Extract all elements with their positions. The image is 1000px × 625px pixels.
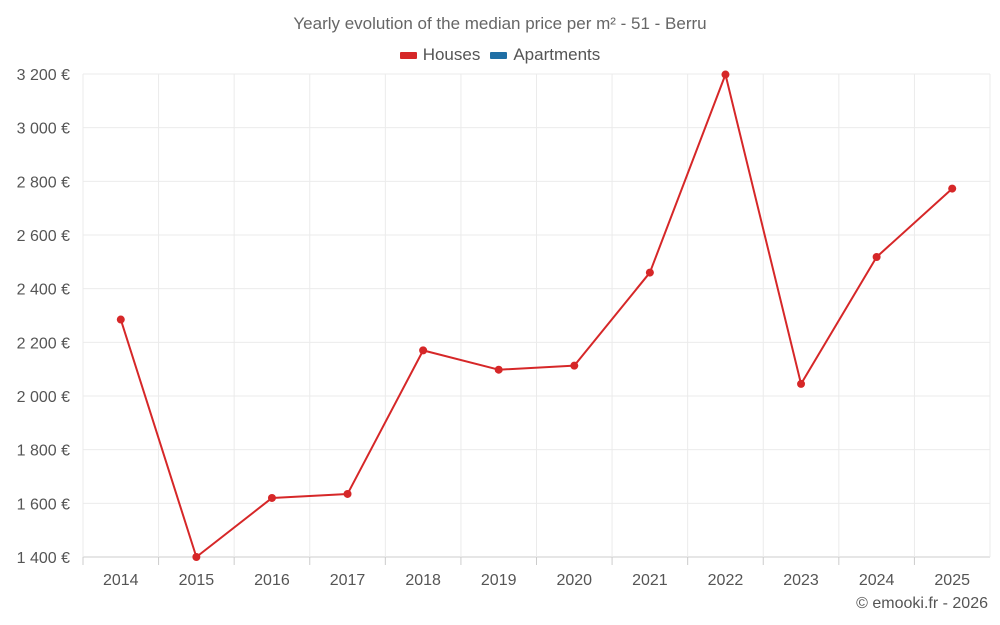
legend-label-apartments: Apartments: [513, 45, 601, 64]
data-point-houses-2018: [419, 346, 428, 355]
y-tick-label: 2 800 €: [17, 174, 70, 191]
data-point-houses-2014: [116, 315, 125, 324]
data-point-houses-2025: [948, 184, 957, 193]
legend-item-apartments[interactable]: Apartments: [490, 45, 600, 65]
legend-label-houses: Houses: [422, 45, 481, 64]
x-tick-label: 2025: [934, 572, 970, 589]
y-tick-label: 2 600 €: [17, 228, 70, 245]
series-line-houses: [119, 73, 953, 558]
y-tick-label: 2 400 €: [17, 282, 70, 299]
data-point-houses-2024: [872, 253, 881, 262]
data-point-houses-2022: [721, 70, 730, 79]
x-tick-label: 2017: [330, 572, 366, 589]
y-tick-label: 3 200 €: [17, 67, 70, 84]
data-point-houses-2023: [797, 379, 806, 388]
y-tick-label: 1 800 €: [17, 443, 70, 460]
credit-text: © emooki.fr - 2026: [856, 595, 988, 612]
x-tick-label: 2016: [254, 572, 290, 589]
x-tick-label: 2021: [632, 572, 668, 589]
x-tick-label: 2014: [103, 572, 139, 589]
legend-swatch-apartments: [490, 51, 508, 59]
data-point-houses-2021: [645, 268, 654, 277]
data-point-houses-2015: [192, 553, 201, 561]
x-tick-label: 2020: [556, 572, 592, 589]
x-tick-label: 2022: [708, 572, 744, 589]
y-tick-label: 1 600 €: [17, 496, 70, 513]
legend: Houses Apartments: [0, 45, 1000, 65]
data-point-houses-2017: [343, 489, 352, 498]
x-tick-label: 2018: [405, 572, 441, 589]
chart-title: Yearly evolution of the median price per…: [293, 14, 707, 33]
x-tick-label: 2023: [783, 572, 819, 589]
y-tick-label: 2 000 €: [17, 389, 70, 406]
data-point-houses-2016: [267, 493, 276, 502]
legend-item-houses[interactable]: Houses: [399, 45, 481, 65]
legend-swatch-houses: [399, 51, 417, 59]
x-tick-label: 2024: [859, 572, 895, 589]
y-tick-label: 3 000 €: [17, 121, 70, 138]
data-point-houses-2020: [570, 361, 579, 370]
y-tick-label: 1 400 €: [17, 550, 70, 567]
x-tick-label: 2019: [481, 572, 517, 589]
data-point-houses-2019: [494, 365, 503, 374]
y-tick-label: 2 200 €: [17, 335, 70, 352]
x-tick-label: 2015: [179, 572, 215, 589]
